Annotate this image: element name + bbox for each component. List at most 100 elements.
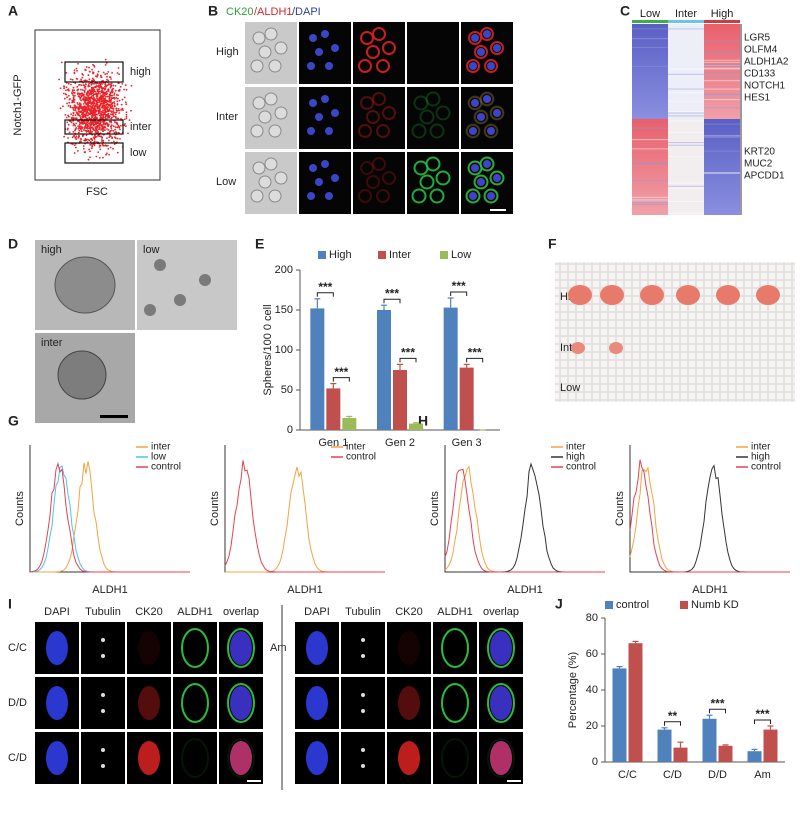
event-dot [86, 109, 88, 112]
event-dot [75, 122, 78, 125]
event-dot [106, 92, 108, 95]
gate [64, 119, 124, 135]
bracket [383, 298, 401, 304]
event-dot [89, 150, 91, 153]
stain-title: /ALDH1 [254, 6, 293, 18]
event-dot [108, 131, 111, 134]
event-dot [125, 88, 128, 91]
y-tick-label: 80 [586, 612, 598, 624]
significance: *** [334, 365, 348, 379]
event-dot [123, 124, 126, 127]
panel-letter: A [8, 3, 18, 19]
event-dot [113, 102, 116, 105]
spindle [361, 693, 365, 697]
nucleus [483, 160, 491, 168]
panel-letter: E [255, 236, 264, 252]
event-dot [78, 123, 81, 126]
event-dot [91, 131, 94, 133]
event-dot [113, 92, 116, 95]
nucleus [477, 48, 485, 56]
ck20 [425, 91, 441, 107]
event-dot [95, 101, 98, 103]
event-dot [119, 85, 122, 88]
event-dot [112, 147, 114, 150]
event-dot [67, 137, 69, 139]
event-dot [92, 92, 94, 94]
event-dot [97, 130, 99, 133]
event-dot [91, 123, 94, 125]
event-dot [66, 96, 68, 99]
event-dot [97, 122, 100, 125]
aldh1 [480, 27, 494, 41]
event-dot [89, 140, 92, 143]
aldh1 [382, 106, 396, 120]
event-dot [74, 107, 77, 110]
event-dot [97, 91, 100, 94]
x-tick-label: Gen 2 [385, 437, 415, 449]
event-dot [102, 93, 105, 96]
micrograph [173, 677, 217, 729]
event-dot [98, 157, 101, 159]
heat-stripe [632, 203, 668, 205]
micrograph [433, 732, 477, 784]
nucleus [325, 127, 333, 135]
legend-label: low [151, 452, 167, 463]
aldh1 [484, 124, 498, 138]
event-dot [115, 131, 118, 134]
histogram-curve [629, 466, 790, 573]
event-dot [102, 114, 105, 117]
ck20 [435, 105, 451, 121]
image-label: low [143, 244, 160, 256]
event-dot [93, 144, 96, 147]
heat-block [632, 24, 668, 119]
nucleus [483, 30, 491, 38]
event-dot [108, 115, 111, 118]
event-dot [95, 128, 97, 131]
nucleus [493, 174, 501, 182]
event-dot [74, 109, 77, 112]
event-dot [77, 125, 79, 127]
event-dot [81, 92, 84, 95]
y-axis-label: Notch1-GFP [12, 74, 24, 135]
error-bar [677, 741, 684, 748]
event-dot [71, 89, 74, 91]
heat-stripe [668, 73, 704, 75]
event-dot [102, 97, 105, 100]
nucleus [469, 192, 477, 200]
event-dot [104, 144, 106, 147]
histogram-curve [30, 461, 190, 573]
event-dot [83, 127, 86, 130]
event-dot [90, 137, 93, 140]
column-label: overlap [483, 606, 519, 618]
event-dot [104, 95, 107, 98]
event-dot [63, 87, 65, 90]
column-bar [632, 20, 668, 23]
event-dot [110, 117, 113, 120]
panel-letter: J [555, 596, 563, 612]
heat-stripe [704, 72, 740, 74]
event-dot [80, 110, 83, 112]
event-dot [111, 113, 114, 115]
legend-label: control [566, 462, 596, 473]
aldh1 [466, 59, 480, 73]
cell [252, 31, 266, 45]
event-dot [103, 109, 106, 112]
aldh1 [366, 45, 380, 59]
event-dot [114, 89, 117, 92]
event-dot [85, 96, 88, 99]
heat-stripe [668, 120, 704, 122]
event-dot [119, 138, 121, 140]
bar [673, 747, 688, 762]
event-dot [107, 147, 110, 150]
cell-blob [230, 631, 252, 665]
aldh1 [490, 41, 504, 55]
legend-label: inter [151, 442, 171, 453]
heat-stripe [668, 182, 704, 184]
nucleus [309, 34, 317, 42]
event-dot [93, 89, 95, 92]
ck20 [411, 123, 427, 139]
bracket [709, 708, 726, 714]
legend-swatch [378, 251, 386, 259]
event-dot [85, 83, 87, 86]
ring [487, 628, 515, 668]
